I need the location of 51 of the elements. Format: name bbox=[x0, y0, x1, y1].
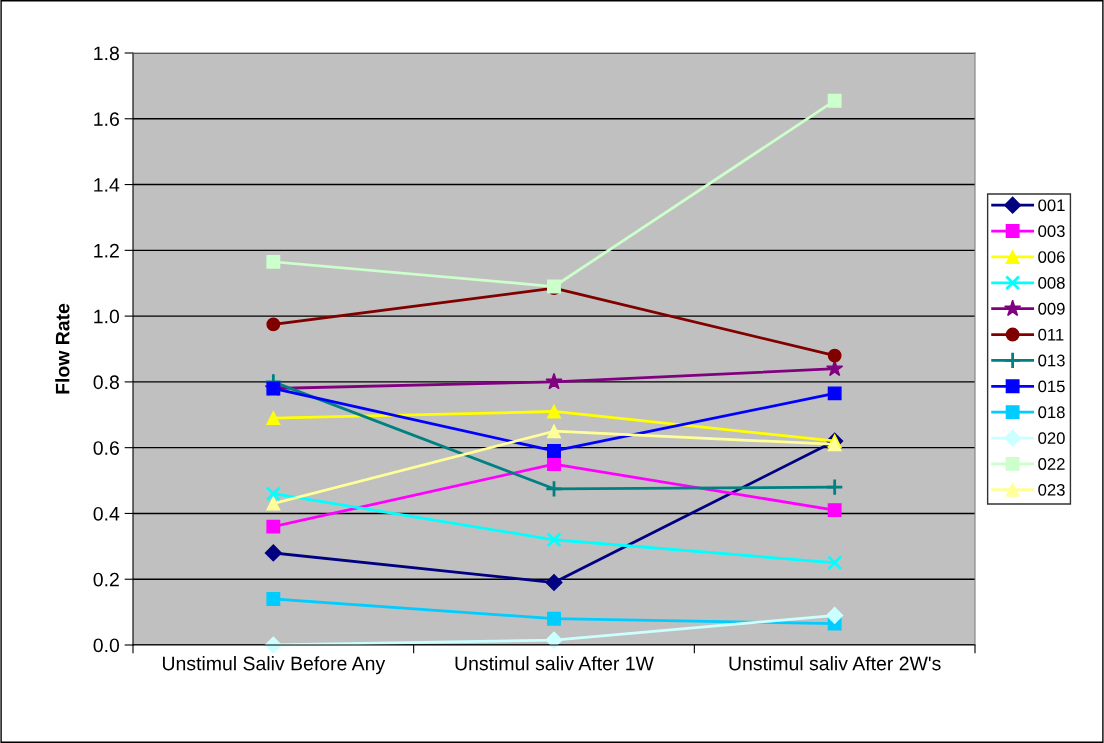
y-tick-label: 0.4 bbox=[93, 506, 120, 521]
legend-label: 020 bbox=[1038, 432, 1065, 445]
point bbox=[546, 532, 562, 548]
point bbox=[266, 254, 281, 269]
point bbox=[544, 479, 564, 498]
legend-label: 023 bbox=[1038, 483, 1065, 496]
y-tick-label: 0.2 bbox=[93, 572, 119, 587]
point bbox=[266, 496, 281, 511]
point bbox=[266, 519, 281, 534]
point bbox=[547, 424, 561, 439]
y-tick-label: 0.8 bbox=[93, 375, 119, 390]
legend-label: 022 bbox=[1038, 458, 1065, 470]
legend-label: 013 bbox=[1038, 354, 1065, 367]
point bbox=[266, 317, 281, 332]
point bbox=[827, 386, 842, 401]
y-tick-label: 1.8 bbox=[94, 46, 119, 61]
y-tick-label: 0.6 bbox=[93, 441, 119, 455]
x-tick-label: Unstimul Saliv Before Any bbox=[162, 656, 386, 675]
y-axis-title: Flow Rate bbox=[55, 303, 70, 394]
point bbox=[547, 404, 561, 419]
point bbox=[825, 478, 844, 497]
point bbox=[266, 592, 281, 606]
point bbox=[826, 359, 844, 377]
x-tick-label: Unstimul saliv After 2W's bbox=[729, 656, 941, 671]
legend-label: 003 bbox=[1038, 225, 1065, 238]
x-tick-label: Unstimul saliv After 1W bbox=[455, 656, 654, 671]
legend-label: 008 bbox=[1038, 277, 1065, 289]
point bbox=[266, 411, 281, 426]
legend-label: 018 bbox=[1038, 406, 1065, 419]
point bbox=[827, 348, 842, 363]
legend-label: 006 bbox=[1038, 251, 1065, 263]
legend-label: 009 bbox=[1038, 302, 1065, 315]
y-tick-label: 0.0 bbox=[93, 638, 120, 653]
legend-label: 011 bbox=[1038, 328, 1064, 341]
point bbox=[826, 606, 844, 624]
y-tick-label: 1.0 bbox=[94, 309, 120, 324]
point bbox=[827, 555, 843, 571]
point bbox=[827, 503, 842, 518]
point bbox=[547, 457, 561, 472]
legend-label: 015 bbox=[1038, 380, 1065, 393]
y-tick-label: 1.4 bbox=[94, 178, 120, 192]
y-tick-label: 1.2 bbox=[94, 243, 119, 258]
point bbox=[264, 544, 282, 562]
point bbox=[545, 372, 563, 390]
point bbox=[545, 573, 563, 592]
point bbox=[827, 93, 842, 108]
point bbox=[547, 611, 561, 626]
y-tick-label: 1.6 bbox=[94, 112, 119, 127]
legend-label: 001 bbox=[1038, 199, 1065, 212]
point bbox=[265, 486, 281, 502]
point bbox=[547, 444, 561, 458]
